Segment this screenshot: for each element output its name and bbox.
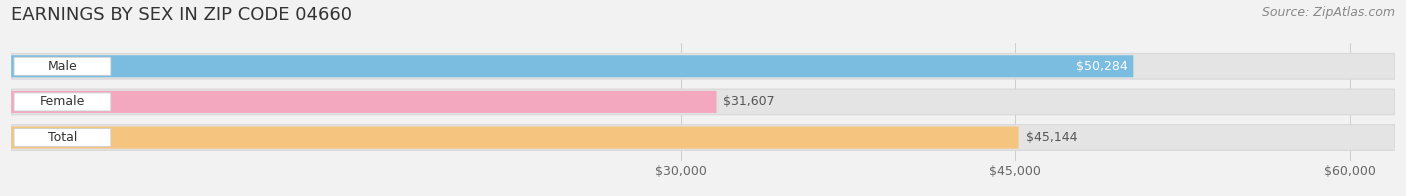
FancyBboxPatch shape: [14, 129, 111, 147]
FancyBboxPatch shape: [11, 89, 1395, 115]
Text: $31,607: $31,607: [724, 95, 775, 108]
Text: Source: ZipAtlas.com: Source: ZipAtlas.com: [1261, 6, 1395, 19]
FancyBboxPatch shape: [11, 55, 1133, 77]
FancyBboxPatch shape: [11, 126, 1018, 149]
Text: $50,284: $50,284: [1076, 60, 1128, 73]
Text: Male: Male: [48, 60, 77, 73]
FancyBboxPatch shape: [11, 125, 1395, 150]
FancyBboxPatch shape: [14, 93, 111, 111]
Text: Total: Total: [48, 131, 77, 144]
FancyBboxPatch shape: [11, 91, 717, 113]
Text: EARNINGS BY SEX IN ZIP CODE 04660: EARNINGS BY SEX IN ZIP CODE 04660: [11, 6, 353, 24]
Text: $45,144: $45,144: [1025, 131, 1077, 144]
FancyBboxPatch shape: [11, 54, 1395, 79]
Text: Female: Female: [39, 95, 86, 108]
FancyBboxPatch shape: [14, 57, 111, 75]
